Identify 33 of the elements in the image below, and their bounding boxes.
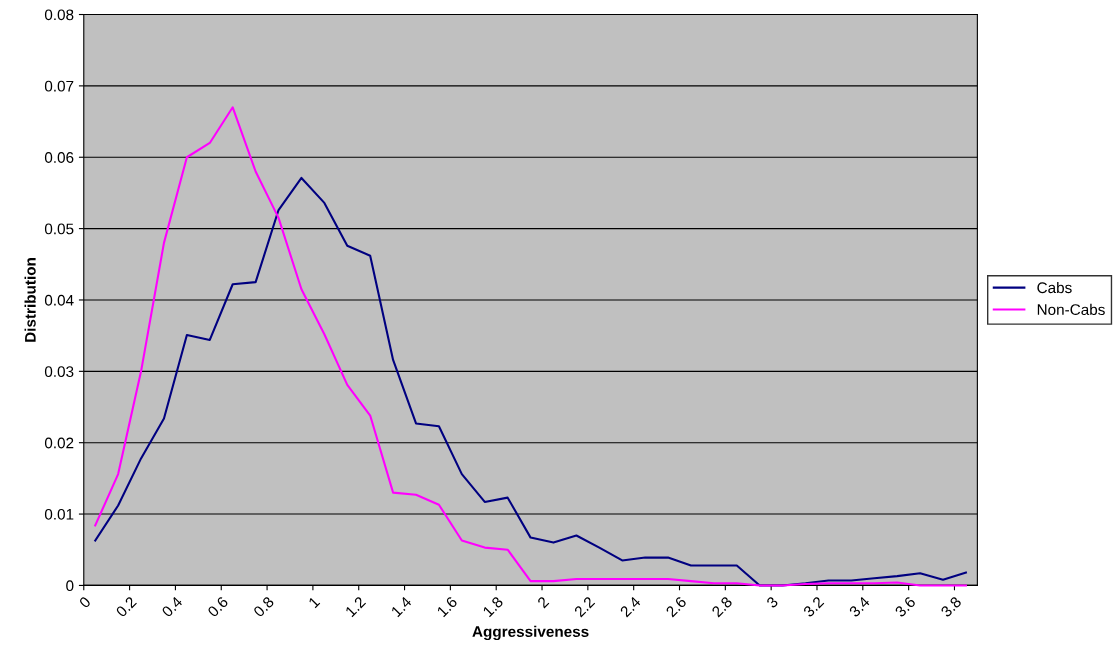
- y-axis-title: Distribution: [24, 258, 36, 342]
- y-tick-label: 0: [66, 580, 74, 592]
- y-tick-label: 0.03: [44, 366, 74, 378]
- y-tick-label: 0.05: [44, 223, 74, 235]
- x-tick-label: 3.2: [802, 595, 825, 618]
- x-tick-label: 2.2: [573, 595, 596, 618]
- x-tick-label: 2.8: [711, 595, 733, 618]
- x-tick-label: 1.8: [482, 595, 504, 618]
- x-tick-label: 0.4: [161, 595, 184, 618]
- x-tick-label: 2.4: [619, 595, 642, 618]
- x-tick-label: 2.6: [665, 595, 687, 618]
- y-tick-label: 0.08: [44, 9, 74, 21]
- y-tick-label: 0.04: [44, 294, 74, 306]
- y-tick-label: 0.01: [44, 508, 74, 520]
- x-tick-label: 3.4: [848, 595, 871, 618]
- y-tick-label: 0.07: [44, 80, 74, 92]
- y-tick-label: 0.06: [44, 152, 74, 163]
- x-tick-label: 3: [765, 595, 779, 609]
- x-tick-label: 2: [536, 595, 550, 609]
- x-tick-label: 0.8: [252, 595, 275, 618]
- y-tick-label: 0.02: [44, 437, 74, 449]
- x-tick-label: 0: [78, 595, 92, 609]
- x-tick-label: 1: [308, 596, 321, 609]
- x-axis-title: Aggressiveness: [472, 625, 589, 641]
- x-tick-label: 1.4: [390, 595, 413, 618]
- x-tick-label: 3.6: [894, 595, 917, 618]
- legend-label: Non-Cabs: [1037, 303, 1105, 316]
- x-tick-label: 1.6: [436, 595, 458, 618]
- x-tick-label: 1.2: [344, 595, 367, 618]
- legend-label: Cabs: [1037, 281, 1072, 294]
- x-tick-label: 0.6: [206, 595, 229, 618]
- x-tick-label: 0.2: [115, 595, 137, 618]
- x-tick-label: 3.8: [940, 595, 962, 618]
